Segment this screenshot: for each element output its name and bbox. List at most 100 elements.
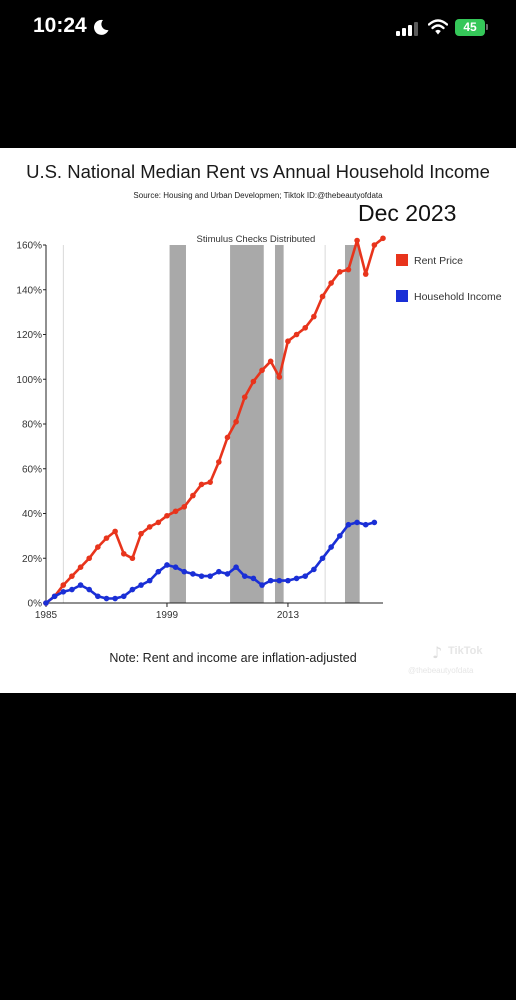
moon-icon (93, 19, 109, 35)
data-point (164, 512, 170, 519)
data-point (319, 555, 326, 562)
data-point (336, 533, 343, 539)
data-point (311, 566, 317, 573)
legend-label: Rent Price (414, 255, 463, 267)
data-point (233, 418, 239, 425)
data-point (302, 573, 309, 579)
data-point (354, 519, 360, 526)
tiktok-watermark: ♪ TikTok @thebeautyofdata (408, 643, 508, 683)
y-tick-label: 0% (28, 599, 43, 610)
data-point (302, 324, 309, 331)
data-point (216, 459, 222, 465)
date-label: Dec 2023 (358, 200, 457, 226)
data-point (86, 586, 93, 593)
legend-swatch (396, 290, 408, 302)
data-point (198, 573, 205, 579)
data-point (112, 528, 118, 535)
data-point (60, 589, 67, 595)
watermark-handle: @thebeautyofdata (408, 666, 474, 675)
y-tick-label: 80% (22, 420, 42, 431)
stimulus-period-band (274, 245, 284, 603)
data-point (95, 544, 101, 550)
data-point (112, 595, 118, 602)
data-point (345, 266, 352, 273)
data-point (241, 573, 248, 579)
tiktok-logo-icon: ♪ (432, 643, 443, 662)
data-point (181, 503, 188, 510)
data-point (120, 593, 127, 600)
data-point (86, 555, 93, 562)
y-tick-label: 40% (22, 509, 42, 520)
data-point (60, 582, 67, 588)
battery-tip (486, 24, 488, 30)
data-point (129, 586, 136, 593)
data-point (362, 271, 369, 277)
stimulus-period-band (344, 245, 360, 603)
data-point (103, 535, 110, 541)
data-point (190, 571, 196, 577)
note-text: Note: Rent and income are inflation-adju… (109, 651, 357, 665)
x-tick-label: 1985 (35, 610, 58, 621)
data-point (207, 573, 213, 579)
chart-title: U.S. National Median Rent vs Annual Hous… (26, 161, 490, 182)
data-point (190, 492, 196, 499)
data-point (293, 331, 300, 338)
data-point (77, 582, 84, 588)
data-point (224, 434, 231, 441)
series-line (45, 237, 384, 605)
x-tick-label: 1999 (156, 610, 179, 621)
data-point (311, 313, 317, 320)
data-point (259, 582, 265, 588)
data-point (345, 521, 352, 528)
status-bar: 10:24 45 (0, 0, 516, 56)
data-point (155, 519, 162, 526)
data-point (285, 577, 291, 584)
data-point (146, 524, 153, 530)
data-point (207, 479, 213, 485)
data-point (328, 544, 334, 550)
data-point (216, 568, 222, 575)
y-tick-label: 100% (16, 375, 42, 386)
data-point (276, 374, 283, 380)
data-point (69, 586, 75, 593)
data-point (172, 508, 179, 515)
legend-swatch (396, 254, 408, 266)
data-point (267, 577, 274, 584)
data-point (198, 481, 205, 488)
data-point (250, 575, 257, 582)
data-point (371, 242, 378, 248)
data-point (293, 575, 300, 582)
data-point (354, 237, 360, 244)
data-point (181, 568, 188, 575)
y-tick-label: 60% (22, 464, 42, 475)
y-tick-label: 140% (16, 285, 42, 296)
data-point (146, 577, 153, 584)
chart-subtitle: Source: Housing and Urban Developmen; Ti… (133, 191, 383, 200)
data-point (69, 573, 75, 579)
data-point (241, 394, 248, 400)
video-frame[interactable]: U.S. National Median Rent vs Annual Hous… (0, 148, 516, 693)
signal-icon (396, 22, 418, 36)
data-point (319, 293, 326, 300)
data-point (276, 577, 283, 584)
data-point (43, 600, 49, 606)
data-point (362, 521, 369, 528)
data-point (51, 593, 58, 600)
status-time: 10:24 (33, 14, 87, 37)
wifi-icon (428, 19, 448, 35)
data-point (328, 280, 334, 286)
y-tick-label: 20% (22, 554, 42, 565)
data-point (336, 269, 343, 275)
data-point (285, 338, 291, 345)
data-point (267, 358, 274, 365)
battery-level: 45 (463, 20, 477, 34)
chart: 0% 20% 40% 60% 80% 100% 120% 140% 160% 1985 1999 20… (16, 234, 502, 621)
data-point (138, 530, 144, 537)
data-point (103, 595, 110, 602)
x-tick-label: 2013 (277, 610, 300, 621)
legend-label: Household Income (414, 291, 502, 303)
data-point (371, 519, 378, 526)
data-point (250, 378, 257, 385)
data-point (172, 564, 179, 570)
data-point (95, 593, 101, 600)
